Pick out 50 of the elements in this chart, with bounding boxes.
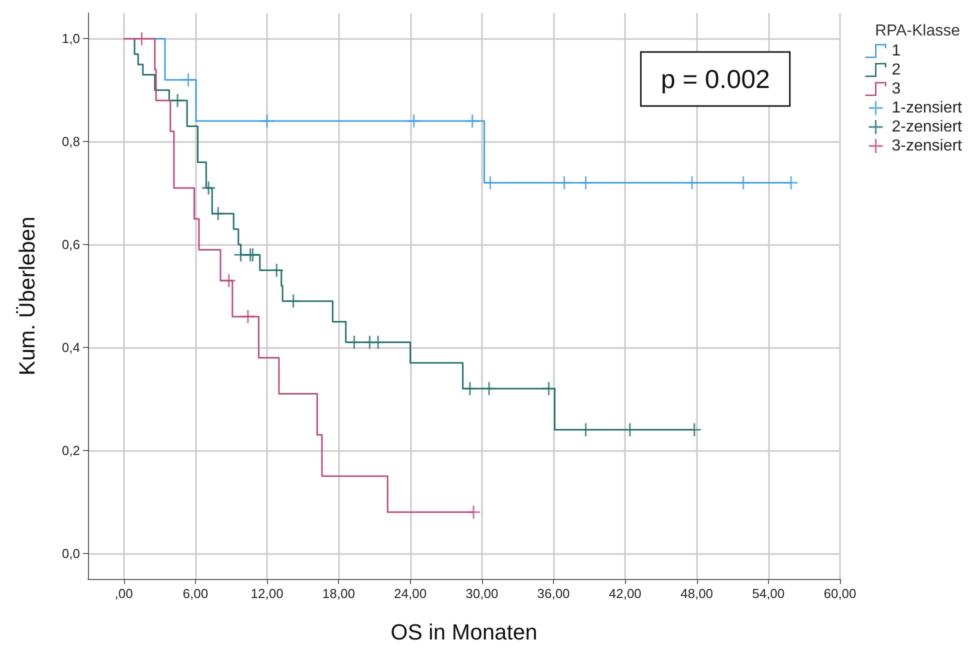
legend-label: 2 <box>892 62 901 78</box>
legend-label: 2-zensiert <box>892 118 963 136</box>
point <box>212 207 225 220</box>
y-tick-label: 0,2 <box>62 442 80 458</box>
point <box>542 382 556 396</box>
point <box>182 73 195 86</box>
x-tick-label: 18,00 <box>322 586 355 601</box>
point <box>579 176 592 190</box>
x-tick-label: 6,00 <box>182 586 208 601</box>
point <box>558 176 571 190</box>
y-tick-label: 0,8 <box>62 134 80 150</box>
point <box>348 336 361 349</box>
point <box>260 114 274 128</box>
point <box>466 114 479 128</box>
annotation: p = 0.002 <box>660 64 770 94</box>
point <box>685 176 698 190</box>
point <box>736 176 750 190</box>
x-tick-label: 24,00 <box>394 586 427 601</box>
y-tick-label: 0,0 <box>62 546 80 561</box>
y-tick-label: 0,4 <box>62 340 80 355</box>
point <box>246 248 260 262</box>
point <box>171 94 184 107</box>
legend-label: 3-zensiert <box>892 138 963 154</box>
point <box>241 310 254 324</box>
point <box>202 181 216 194</box>
x-axis-title: OS in Monaten <box>390 620 538 644</box>
point <box>222 274 236 288</box>
point <box>467 506 480 519</box>
point <box>784 176 798 190</box>
x-tick-label: 12,00 <box>250 586 284 601</box>
y-tick-label: 1,0 <box>62 31 80 46</box>
legend-label: 1 <box>892 42 901 60</box>
legend-label: 3 <box>892 80 901 98</box>
point <box>484 176 497 190</box>
x-tick-label: 42,00 <box>608 586 642 601</box>
point <box>482 382 496 396</box>
point <box>407 114 420 128</box>
point <box>372 336 385 349</box>
point <box>463 382 476 396</box>
x-tick-label: 54,00 <box>752 586 785 601</box>
x-tick-label: 60,00 <box>824 586 856 601</box>
point <box>286 294 300 308</box>
x-tick-label: ,00 <box>114 586 133 601</box>
x-tick-label: 48,00 <box>680 586 714 601</box>
legend-title: RPA-Klasse <box>874 22 960 40</box>
legend-label: 1-zensiert <box>892 100 963 116</box>
y-tick-label: 0,6 <box>62 237 80 252</box>
x-tick-label: 36,00 <box>537 586 570 601</box>
x-tick-label: 30,00 <box>466 586 498 601</box>
y-axis-title: Kum. Überleben <box>14 216 40 376</box>
